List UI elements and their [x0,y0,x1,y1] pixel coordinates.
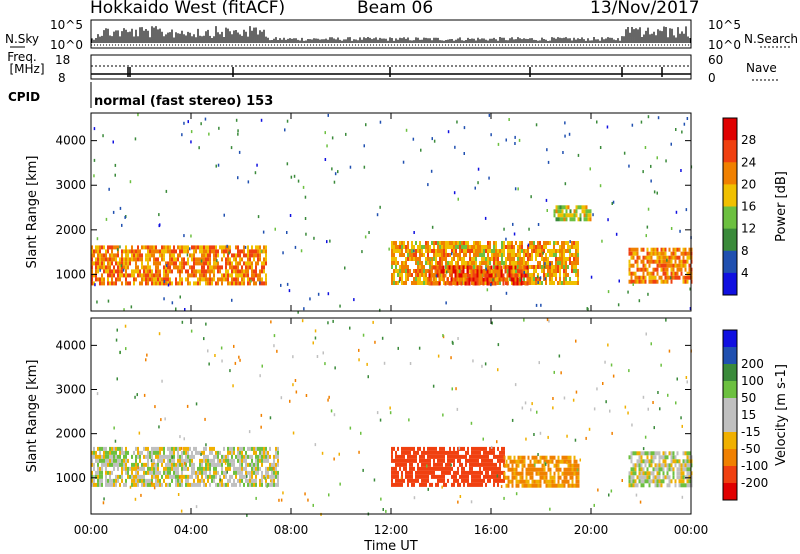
panel-1-region-3 [628,451,693,488]
colorbar-0-tick-0: 4 [741,266,749,280]
panel-0-region-3 [628,247,693,284]
colorbar-0-tick-1: 8 [741,244,749,258]
panel-0-group [91,113,693,314]
panel-1-ytick-label-1: 2000 [55,427,86,441]
panel-0-region-2 [428,265,529,286]
colorbar-1-frame [722,329,738,501]
xtick-label-1: 04:00 [174,523,209,537]
panel-1-region-0 [91,446,279,487]
cpid-label: CPID [8,90,40,104]
xtick-label-0: 00:00 [74,523,109,537]
xtick-label-4: 16:00 [474,523,509,537]
nsearch-label: N.Search [744,32,798,46]
colorbar-0-segment-7 [723,272,737,296]
panel-1-ytick-label-3: 4000 [55,338,86,352]
nave-tick-bottom: 0 [708,71,716,85]
beam-label: Beam 06 [357,0,434,18]
colorbar-0-frame [722,117,738,296]
colorbar-0-label: Power [dB] [774,171,789,242]
panel-0-ytick-label-3: 4000 [55,134,86,148]
panel-1-ytick-label-0: 1000 [55,471,86,485]
colorbar-1-tick-7: 200 [741,357,764,371]
colorbar-1-segment-5 [723,415,737,433]
xtick-label-5: 20:00 [574,523,609,537]
colorbar-0-segment-6 [723,250,737,274]
colorbar-1-tick-0: -200 [741,476,768,490]
noise-tick-bottom-left: 10^0 [50,38,83,52]
panel-0-ytick-label-1: 2000 [55,223,86,237]
colorbar-1-segment-2 [723,364,737,382]
freq-label: Freq. [7,50,37,64]
xtick-label-3: 12:00 [374,523,409,537]
freq-unit-label: [MHz] [9,62,44,76]
panel-1-region-1 [391,446,505,487]
colorbar-1-segment-1 [723,347,737,365]
noise-panel-frame [90,19,692,49]
panel-0-region-4 [553,205,592,222]
noise-tick-top-left: 10^5 [50,18,83,32]
panel-0-region-0 [91,245,267,286]
date-label: 13/Nov/2017 [590,0,700,18]
colorbar-1-tick-1: -100 [741,459,768,473]
colorbar-0-segment-5 [723,228,737,252]
colorbar-0-tick-4: 20 [741,177,756,191]
xtick-label-2: 08:00 [274,523,309,537]
panel-0-ylabel: Slant Range [km] [25,156,40,269]
nave-label: Nave [746,61,777,75]
nsky-label: N.Sky [5,32,39,46]
colorbar-1-segment-8 [723,466,737,484]
colorbar-1-tick-6: 100 [741,374,764,388]
colorbar-1-tick-3: -15 [741,425,761,439]
xtick-label-6: 00:00 [674,523,709,537]
colorbar-0-tick-6: 28 [741,133,756,147]
panel-0-sparse-echoes [93,113,693,314]
colorbar-1-segment-0 [723,330,737,348]
panel-1-sparse-echoes [96,318,692,517]
noise-tick-bottom-right: 10^0 [708,38,741,52]
colorbar-0-tick-5: 24 [741,155,756,169]
colorbar-0-segment-4 [723,206,737,230]
panel-0-ytick-label-2: 3000 [55,178,86,192]
nave-tick-top: 60 [708,53,723,67]
freq-panel-frame [90,54,692,80]
cpid-text: normal (fast stereo) 153 [94,94,273,109]
colorbar-1-segment-4 [723,398,737,416]
panel-0-ytick-label-0: 1000 [55,267,86,281]
colorbar-1-segment-9 [723,483,737,501]
colorbar-0-segment-3 [723,184,737,207]
panel-1-ylabel: Slant Range [km] [25,360,40,473]
panel-1-ytick-label-2: 3000 [55,383,86,397]
panel-1-group [91,318,693,517]
colorbar-0-tick-2: 12 [741,222,756,236]
colorbar-1-segment-7 [723,449,737,467]
colorbar-1-tick-5: 50 [741,391,756,405]
colorbar-0-segment-1 [723,140,737,163]
x-axis-label: Time UT [363,539,417,554]
noise-sky-trace [91,26,691,43]
colorbar-0-segment-0 [723,118,737,141]
chart-title: Hokkaido West (fitACF) [90,0,286,18]
colorbar-1-tick-2: -50 [741,442,761,456]
panel-1-region-2 [503,455,580,488]
colorbar-1-tick-4: 15 [741,408,756,422]
colorbar-1-segment-6 [723,432,737,450]
freq-tick-bottom: 8 [58,71,66,85]
freq-tick-top: 18 [55,53,70,67]
colorbar-0-segment-2 [723,162,737,185]
noise-tick-top-right: 10^5 [708,18,741,32]
colorbar-0-tick-3: 16 [741,200,756,214]
colorbar-1-segment-3 [723,381,737,399]
colorbar-1-label: Velocity [m s-1] [774,364,789,466]
